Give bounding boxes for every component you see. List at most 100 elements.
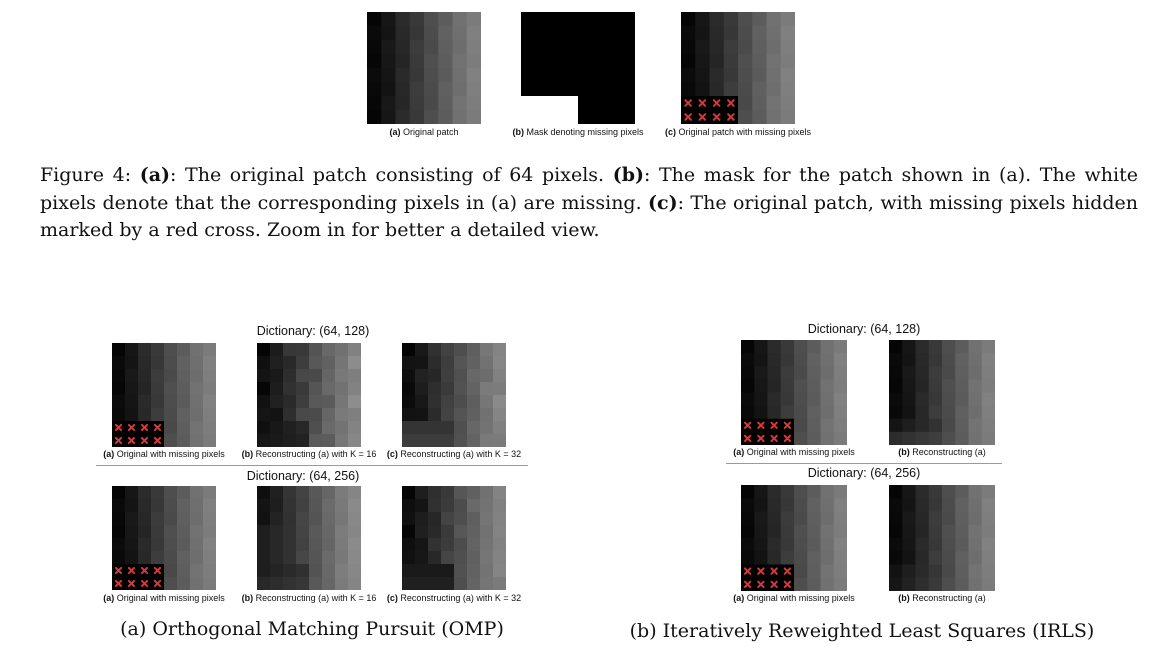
patch-pixel	[415, 382, 429, 396]
mask-pixel	[578, 68, 593, 83]
patch-pixel	[767, 353, 782, 367]
patch-pixel	[309, 421, 323, 435]
patch-pixel	[981, 524, 995, 539]
patch-pixel	[309, 512, 323, 526]
patch-pixel	[820, 418, 835, 433]
patch-pixel	[833, 524, 847, 539]
patch-pixel	[283, 382, 297, 396]
mask-pixel	[563, 12, 579, 27]
missing-pixel-cross-icon	[114, 436, 123, 445]
patch-pixel	[270, 551, 284, 565]
mask-pixel	[606, 26, 622, 41]
patch-pixel	[780, 40, 795, 55]
patch-pixel	[177, 369, 191, 383]
patch-pixel	[942, 485, 956, 499]
patch-pixel	[296, 577, 310, 590]
patch-pixel	[738, 68, 753, 83]
patch-pixel	[754, 379, 768, 393]
patch-pixel	[833, 366, 847, 380]
patch-pixel	[415, 551, 429, 565]
patch-pixel	[112, 343, 126, 357]
patch-pixel	[125, 525, 139, 539]
missing-pixel-cross-icon	[698, 99, 707, 107]
patch-pixel	[754, 392, 768, 407]
patch-pixel	[833, 431, 847, 445]
patch-pixel	[151, 538, 165, 552]
patch-pixel	[741, 524, 755, 539]
patch-pixel	[381, 96, 396, 111]
omp-256-label-a: (a) Original with missing pixels	[103, 593, 225, 603]
patch-pixel	[754, 340, 768, 354]
patch-pixel	[752, 40, 767, 55]
patch-pixel	[968, 511, 983, 526]
patch-pixel	[454, 564, 468, 578]
patch-pixel	[322, 434, 336, 447]
patch-pixel	[467, 551, 481, 565]
missing-pixel-cross-icon	[127, 566, 136, 575]
mask-pixel	[563, 110, 579, 124]
patch-pixel	[438, 68, 453, 83]
patch-pixel	[480, 434, 494, 447]
omp-divider	[96, 465, 528, 466]
missing-pixel-cross-icon	[743, 580, 752, 589]
fig4-panel-a-label: (a) Original patch	[389, 127, 459, 137]
patch-pixel	[709, 68, 725, 83]
patch-pixel	[348, 499, 361, 513]
patch-pixel	[348, 525, 361, 539]
patch-pixel	[467, 525, 481, 539]
patch-pixel	[381, 40, 396, 55]
mask-pixel	[535, 12, 550, 27]
patch-pixel	[190, 486, 204, 500]
mask-pixel	[563, 26, 579, 41]
patch-pixel	[164, 343, 178, 357]
patch-pixel	[203, 551, 216, 565]
patch-pixel	[889, 405, 903, 420]
mask-pixel	[578, 110, 593, 124]
patch-pixel	[309, 525, 323, 539]
patch-pixel	[902, 511, 916, 526]
mask-pixel	[606, 68, 622, 83]
omp-256-label-b: (b) Reconstructing (a) with K = 16	[241, 593, 377, 603]
patch-pixel	[754, 405, 768, 420]
patch-pixel	[955, 538, 969, 552]
patch-pixel	[177, 525, 191, 539]
patch-pixel	[466, 82, 481, 97]
patch-pixel	[955, 577, 969, 591]
patch-pixel	[754, 366, 768, 380]
patch-pixel	[968, 485, 983, 499]
patch-pixel	[428, 395, 442, 409]
patch-pixel	[452, 96, 468, 111]
patch-pixel	[112, 499, 126, 513]
patch-pixel	[415, 434, 429, 447]
patch-pixel	[138, 538, 152, 552]
patch-pixel	[190, 382, 204, 396]
patch-pixel	[968, 340, 983, 354]
patch-pixel	[428, 421, 442, 435]
patch-pixel	[381, 12, 396, 27]
patch-pixel	[915, 577, 930, 591]
mask-pixel	[521, 82, 536, 97]
patch-pixel	[807, 431, 821, 445]
patch-pixel	[296, 421, 310, 435]
patch-pixel	[955, 418, 969, 433]
mask-pixel	[620, 68, 635, 83]
missing-pixel-cross-icon	[783, 421, 791, 429]
irls-128-label-b: (b) Reconstructing (a)	[898, 447, 986, 457]
patch-pixel	[968, 379, 983, 393]
patch-pixel	[709, 54, 725, 69]
patch-pixel	[283, 538, 297, 552]
patch-pixel	[466, 96, 481, 111]
patch-pixel	[794, 524, 808, 539]
missing-pixel-cross-icon	[140, 436, 149, 445]
patch-pixel	[467, 577, 481, 590]
patch-pixel	[780, 96, 795, 111]
patch-pixel	[270, 525, 284, 539]
patch-pixel	[794, 564, 808, 579]
patch-pixel	[741, 498, 755, 512]
mask-pixel	[535, 96, 550, 111]
patch-pixel	[335, 356, 349, 370]
patch-pixel	[766, 96, 782, 111]
patch-pixel	[981, 511, 995, 526]
patch-pixel	[780, 54, 795, 69]
patch-pixel	[738, 82, 753, 97]
